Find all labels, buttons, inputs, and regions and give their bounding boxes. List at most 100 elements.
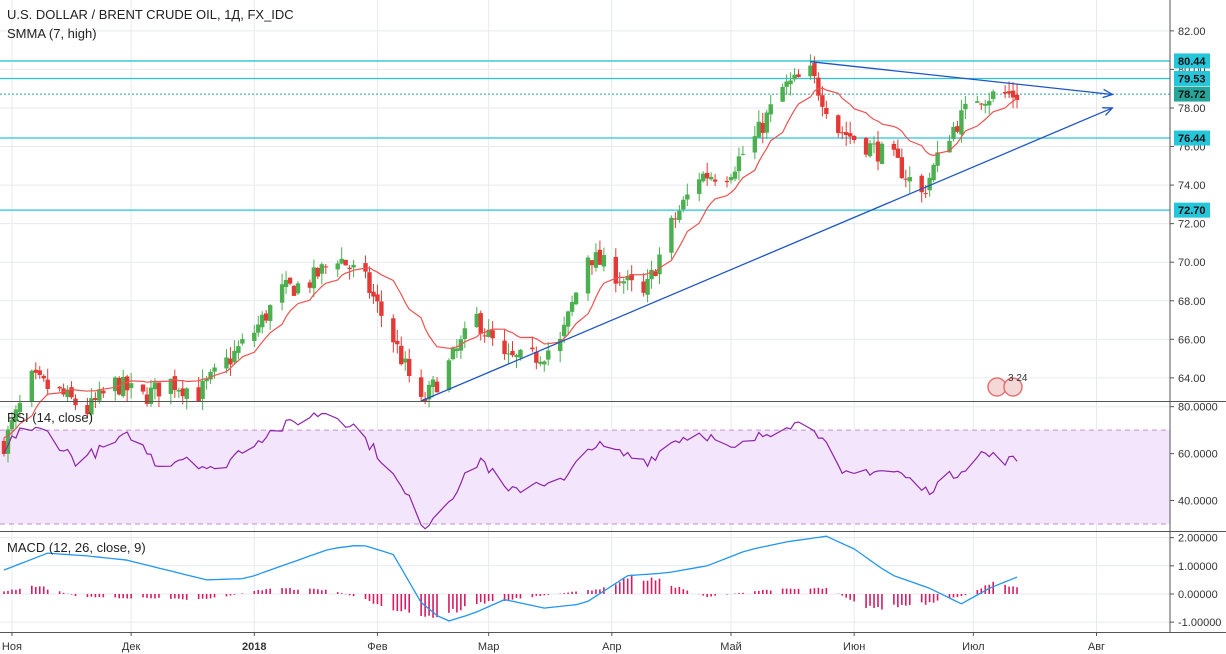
candle-body[interactable] xyxy=(224,357,229,369)
candle-body[interactable] xyxy=(927,177,932,191)
candle-body[interactable] xyxy=(371,291,376,297)
candle-body[interactable] xyxy=(168,378,174,394)
candle-body[interactable] xyxy=(482,335,487,337)
candle-body[interactable] xyxy=(963,103,968,110)
candle-body[interactable] xyxy=(323,266,328,268)
candle-body[interactable] xyxy=(347,267,352,269)
candle-body[interactable] xyxy=(959,110,964,135)
candle-body[interactable] xyxy=(557,338,563,352)
candle-body[interactable] xyxy=(351,264,356,268)
candle-body[interactable] xyxy=(724,180,730,183)
candle-body[interactable] xyxy=(899,157,905,179)
candle-body[interactable] xyxy=(907,177,912,182)
candle-body[interactable] xyxy=(788,80,793,85)
candle-body[interactable] xyxy=(287,277,293,284)
candle-body[interactable] xyxy=(891,143,897,150)
candle-body[interactable] xyxy=(546,350,551,360)
candle-body[interactable] xyxy=(613,256,618,284)
candle-body[interactable] xyxy=(85,405,90,415)
candle-body[interactable] xyxy=(983,103,988,106)
candle-body[interactable] xyxy=(395,340,400,345)
candle-body[interactable] xyxy=(585,257,591,294)
candle-body[interactable] xyxy=(128,383,134,389)
candle-body[interactable] xyxy=(17,402,23,413)
candle-body[interactable] xyxy=(474,313,479,327)
candle-body[interactable] xyxy=(518,349,523,358)
candle-body[interactable] xyxy=(979,103,984,105)
event-icon[interactable] xyxy=(1003,377,1023,397)
candle-body[interactable] xyxy=(502,340,507,355)
candle-body[interactable] xyxy=(29,370,35,402)
candle-body[interactable] xyxy=(462,328,468,339)
candle-body[interactable] xyxy=(140,384,146,392)
candle-body[interactable] xyxy=(685,194,690,200)
candle-body[interactable] xyxy=(697,179,702,194)
candle-body[interactable] xyxy=(561,324,567,337)
candle-body[interactable] xyxy=(319,264,325,274)
candle-body[interactable] xyxy=(589,260,595,266)
trendlines[interactable] xyxy=(420,61,1112,402)
candle-body[interactable] xyxy=(407,358,412,377)
candle-body[interactable] xyxy=(279,284,285,303)
candle-body[interactable] xyxy=(728,177,734,181)
candle-body[interactable] xyxy=(403,358,408,363)
rsi-legend[interactable]: RSI (14, close) xyxy=(7,410,93,425)
candle-body[interactable] xyxy=(343,259,348,266)
candle-body[interactable] xyxy=(732,171,738,179)
candle-body[interactable] xyxy=(673,218,678,220)
candle-body[interactable] xyxy=(824,107,829,115)
candle-body[interactable] xyxy=(375,294,380,302)
candle-body[interactable] xyxy=(295,283,301,294)
candle-body[interactable] xyxy=(379,301,384,316)
candle-body[interactable] xyxy=(180,388,185,397)
candle-body[interactable] xyxy=(844,132,849,136)
trendline-0[interactable] xyxy=(810,61,1112,95)
candle-body[interactable] xyxy=(542,361,547,365)
candle-body[interactable] xyxy=(534,351,539,363)
candle-body[interactable] xyxy=(176,389,181,392)
candle-body[interactable] xyxy=(367,272,372,293)
candle-body[interactable] xyxy=(267,305,273,321)
candle-body[interactable] xyxy=(597,249,603,265)
candle-body[interactable] xyxy=(677,210,682,220)
candle-body[interactable] xyxy=(208,371,213,380)
candle-body[interactable] xyxy=(307,282,313,288)
candle-body[interactable] xyxy=(486,329,491,338)
candle-body[interactable] xyxy=(57,386,62,389)
candle-body[interactable] xyxy=(283,280,289,288)
candle-body[interactable] xyxy=(796,74,801,78)
candle-body[interactable] xyxy=(764,112,769,133)
candle-body[interactable] xyxy=(212,367,217,372)
candle-body[interactable] xyxy=(740,153,746,155)
candle-body[interactable] xyxy=(339,258,344,264)
candle-body[interactable] xyxy=(820,95,825,107)
candle-body[interactable] xyxy=(947,140,952,153)
candle-body[interactable] xyxy=(311,267,317,289)
candle-body[interactable] xyxy=(430,379,436,388)
candle-body[interactable] xyxy=(263,313,269,321)
candle-body[interactable] xyxy=(260,314,265,328)
candle-body[interactable] xyxy=(97,389,102,401)
candle-body[interactable] xyxy=(760,122,765,133)
candle-body[interactable] xyxy=(847,133,853,137)
candle-body[interactable] xyxy=(752,136,758,153)
candle-body[interactable] xyxy=(987,100,992,106)
candle-body[interactable] xyxy=(812,63,817,77)
candle-body[interactable] xyxy=(101,390,106,394)
candle-body[interactable] xyxy=(756,121,762,138)
candle-body[interactable] xyxy=(708,176,714,180)
candle-body[interactable] xyxy=(478,313,483,334)
candle-body[interactable] xyxy=(363,263,368,272)
events-badge[interactable]: 3 24 xyxy=(987,373,1028,397)
candle-body[interactable] xyxy=(851,135,857,141)
candle-body[interactable] xyxy=(1002,92,1008,94)
candle-body[interactable] xyxy=(200,380,205,400)
candle-body[interactable] xyxy=(867,143,873,157)
trendline-1[interactable] xyxy=(420,108,1112,402)
candle-body[interactable] xyxy=(780,86,785,102)
candle-body[interactable] xyxy=(565,311,571,327)
candle-body[interactable] xyxy=(184,388,189,399)
candle-body[interactable] xyxy=(399,345,404,365)
smma-legend[interactable]: SMMA (7, high) xyxy=(7,26,97,41)
